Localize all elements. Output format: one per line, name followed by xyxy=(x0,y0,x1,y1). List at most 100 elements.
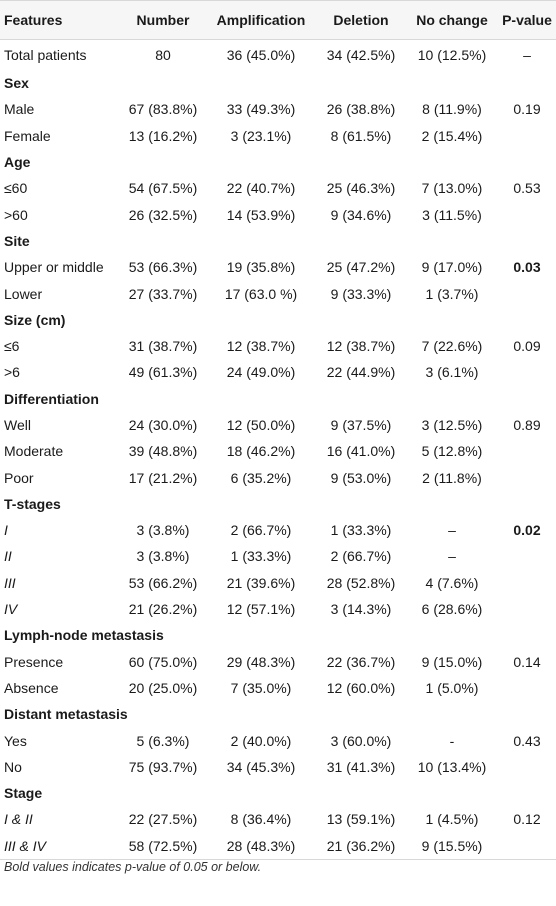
cell-amplification: 2 (66.7%) xyxy=(230,522,292,539)
table-row: Male 67 (83.8%) 33 (49.3%) 26 (38.8%) 8 (11.… xyxy=(0,96,556,122)
section-row: Size (cm) xyxy=(0,307,556,333)
table-row: Poor 17 (21.2%) 6 (35.2%) 9 (53.0%) 2 (11.8%… xyxy=(0,464,556,490)
cell-p-value xyxy=(498,832,556,860)
section-row: Age xyxy=(0,149,556,175)
cell-no-change: 3 (6.1%) xyxy=(425,364,479,381)
table-row: Absence 20 (25.0%) 7 (35.0%) 12 (60.0%) 1 (5… xyxy=(0,675,556,701)
cell-deletion: 25 (47.2%) xyxy=(326,259,396,276)
cell-number: 53 (66.3%) xyxy=(128,259,198,276)
section-label: T-stages xyxy=(4,495,61,512)
cell-number: 80 xyxy=(155,47,171,63)
cell-feature: Well xyxy=(4,417,31,433)
cell-feature: Moderate xyxy=(4,443,64,460)
total-row: Total patients 80 36 (45.0%) 34 (42.5%) 10 (… xyxy=(0,40,556,71)
table-row: >6 49 (61.3%) 24 (49.0%) 22 (44.9%) 3 (6.1%) xyxy=(0,359,556,385)
cell-p-value xyxy=(498,123,556,149)
cell-number: 3 (3.8%) xyxy=(136,522,190,539)
section-label: Differentiation xyxy=(4,390,99,407)
cell-number: 3 (3.8%) xyxy=(136,548,190,565)
table-row: III 53 (66.2%) 21 (39.6%) 28 (52.8%) 4 (7.6%… xyxy=(0,570,556,596)
section-label: Lymph-node metastasis xyxy=(4,627,164,644)
cell-p-value xyxy=(498,201,556,227)
table-row: Lower 27 (33.7%) 17 (63.0 %) 9 (33.3%) 1 (3.… xyxy=(0,280,556,306)
cell-p-value: – xyxy=(523,47,531,63)
cell-feature: ≤60 xyxy=(4,180,28,197)
cell-deletion: 13 (59.1%) xyxy=(326,811,396,828)
cell-p-value xyxy=(498,596,556,622)
cell-p-value xyxy=(498,280,556,306)
cell-amplification: 21 (39.6%) xyxy=(226,574,296,591)
cell-number: 13 (16.2%) xyxy=(128,127,198,144)
table-row: ≤60 54 (67.5%) 22 (40.7%) 25 (46.3%) 7 (13.0… xyxy=(0,175,556,201)
cell-feature: IV xyxy=(4,601,18,618)
cell-number: 58 (72.5%) xyxy=(120,832,206,860)
header-no-change: No change xyxy=(406,0,498,40)
section-row: Distant metastasis xyxy=(0,701,556,727)
cell-p-value: 0.09 xyxy=(513,338,541,355)
cell-number: 22 (27.5%) xyxy=(128,811,198,828)
cell-deletion: 9 (53.0%) xyxy=(330,469,392,486)
header-features: Features xyxy=(0,0,120,40)
table-row: Yes 5 (6.3%) 2 (40.0%) 3 (60.0%) - 0.43 xyxy=(0,727,556,753)
cell-number: 24 (30.0%) xyxy=(128,417,198,433)
cell-amplification: 7 (35.0%) xyxy=(230,679,292,696)
clinical-features-table: Features Number Amplification Deletion N… xyxy=(0,0,556,860)
cell-number: 26 (32.5%) xyxy=(128,206,198,223)
cell-number: 20 (25.0%) xyxy=(128,679,198,696)
section-row: Stage xyxy=(0,780,556,806)
cell-amplification: 3 (23.1%) xyxy=(230,127,292,144)
cell-amplification: 2 (40.0%) xyxy=(230,732,292,749)
cell-no-change: 2 (15.4%) xyxy=(421,127,483,144)
cell-amplification: 22 (40.7%) xyxy=(226,180,296,197)
table-row: ≤6 31 (38.7%) 12 (38.7%) 12 (38.7%) 7 (22.6%… xyxy=(0,333,556,359)
cell-p-value: 0.03 xyxy=(513,259,541,276)
cell-p-value: 0.12 xyxy=(513,811,541,828)
cell-deletion: 9 (34.6%) xyxy=(330,206,392,223)
cell-deletion: 3 (14.3%) xyxy=(330,601,392,618)
cell-p-value xyxy=(498,359,556,385)
table-row: II 3 (3.8%) 1 (33.3%) 2 (66.7%) – xyxy=(0,543,556,569)
cell-p-value: 0.19 xyxy=(513,101,541,118)
cell-number: 67 (83.8%) xyxy=(128,101,198,118)
section-row: Sex xyxy=(0,70,556,96)
table-row: I & II 22 (27.5%) 8 (36.4%) 13 (59.1%) 1 (4.… xyxy=(0,806,556,832)
table-footnote: Bold values indicates p-value of 0.05 or… xyxy=(4,860,262,874)
cell-deletion: 1 (33.3%) xyxy=(330,522,392,539)
cell-deletion: 21 (36.2%) xyxy=(316,832,406,860)
cell-feature: III & IV xyxy=(0,832,120,860)
cell-feature: Male xyxy=(4,101,35,118)
cell-no-change: 2 (11.8%) xyxy=(422,469,482,486)
header-amplification: Amplification xyxy=(206,0,316,40)
cell-deletion: 3 (60.0%) xyxy=(330,732,392,749)
cell-deletion: 9 (37.5%) xyxy=(330,417,392,433)
cell-p-value: 0.89 xyxy=(513,417,541,433)
cell-feature: ≤6 xyxy=(4,338,20,355)
section-label: Size (cm) xyxy=(4,311,66,328)
cell-feature: No xyxy=(4,758,22,775)
cell-deletion: 12 (60.0%) xyxy=(326,679,396,696)
cell-no-change: 8 (11.9%) xyxy=(422,101,482,118)
table-row: Well 24 (30.0%) 12 (50.0%) 9 (37.5%) 3 (12.5… xyxy=(0,412,556,438)
cell-feature: III xyxy=(4,574,16,591)
cell-deletion: 8 (61.5%) xyxy=(330,127,392,144)
cell-feature: >6 xyxy=(4,364,20,381)
section-row: Site xyxy=(0,228,556,254)
cell-amplification: 1 (33.3%) xyxy=(230,548,292,565)
section-label: Stage xyxy=(4,785,43,802)
cell-no-change: 7 (22.6%) xyxy=(421,338,483,355)
cell-no-change: 9 (15.5%) xyxy=(406,832,498,860)
cell-no-change: 1 (5.0%) xyxy=(425,679,479,696)
cell-no-change: 10 (12.5%) xyxy=(417,47,487,63)
table-row: III & IV 58 (72.5%) 28 (48.3%) 21 (36.2%) 9 … xyxy=(0,832,556,860)
cell-number: 17 (21.2%) xyxy=(128,469,198,486)
cell-no-change: 4 (7.6%) xyxy=(425,574,479,591)
cell-amplification: 18 (46.2%) xyxy=(226,443,296,460)
cell-feature: >60 xyxy=(4,206,28,223)
cell-deletion: 2 (66.7%) xyxy=(330,548,392,565)
table-row: Presence 60 (75.0%) 29 (48.3%) 22 (36.7%) 9 … xyxy=(0,649,556,675)
cell-number: 49 (61.3%) xyxy=(128,364,198,381)
cell-p-value: 0.14 xyxy=(513,653,541,670)
cell-feature: Presence xyxy=(4,653,64,670)
cell-amplification: 12 (57.1%) xyxy=(226,601,296,618)
